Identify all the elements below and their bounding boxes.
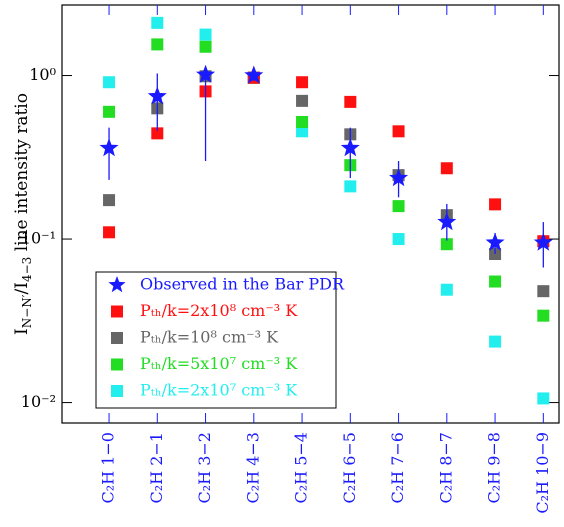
star-marker	[244, 65, 264, 84]
x-tick-label: C₂H 7−6	[388, 432, 407, 503]
y-label-part: line intensity ratio	[12, 93, 32, 257]
square-marker	[344, 180, 357, 193]
square-marker	[537, 392, 550, 405]
square-marker	[440, 238, 453, 251]
square-marker	[489, 275, 502, 288]
y-label-part: 4−3	[20, 257, 34, 282]
x-tick-label: C₂H 1−0	[99, 432, 118, 503]
square-marker	[537, 285, 550, 298]
y-tick-label: 10⁻¹	[21, 229, 56, 248]
x-tick-label: C₂H 2−1	[147, 432, 166, 503]
legend-marker	[111, 332, 123, 344]
x-tick-label: C₂H 8−7	[436, 432, 455, 503]
square-marker	[440, 283, 453, 296]
star-marker	[196, 64, 216, 83]
y-label-part: I	[12, 328, 32, 335]
square-marker	[151, 38, 164, 51]
square-marker	[537, 309, 550, 322]
legend-label: Pₜₕ/k=10⁸ cm⁻³ K	[140, 328, 279, 347]
y-tick-label: 10⁰	[29, 65, 56, 84]
star-marker	[533, 232, 553, 251]
x-tick-label: C₂H 9−8	[485, 432, 504, 503]
legend-label: Pₜₕ/k=2x10⁸ cm⁻³ K	[140, 301, 298, 320]
square-marker	[296, 94, 309, 107]
square-marker	[199, 28, 212, 41]
square-marker	[103, 194, 116, 207]
square-marker	[103, 105, 116, 118]
square-marker	[392, 233, 405, 246]
star-marker	[485, 232, 505, 251]
square-marker	[151, 16, 164, 29]
legend-marker	[111, 305, 123, 318]
y-label-part: /I	[12, 282, 32, 294]
square-marker	[489, 198, 502, 211]
square-marker	[296, 115, 309, 128]
star-marker	[99, 138, 119, 157]
star-marker	[389, 168, 409, 187]
square-marker	[440, 162, 453, 175]
square-marker	[103, 226, 116, 239]
x-tick-label: C₂H 6−5	[340, 432, 359, 503]
x-tick-label: C₂H 10−9	[533, 432, 552, 514]
x-tick-label: C₂H 3−2	[195, 432, 214, 503]
y-axis-label: IN−N′/I4−3 line intensity ratio	[12, 93, 34, 335]
y-label-part: N−N′	[20, 294, 34, 328]
legend-marker	[108, 276, 126, 293]
star-marker	[340, 138, 360, 157]
star-marker	[437, 212, 457, 231]
legend-label: Observed in the Bar PDR	[140, 275, 345, 294]
square-marker	[344, 95, 357, 108]
square-marker	[489, 335, 502, 348]
square-marker	[199, 40, 212, 53]
x-tick-label: C₂H 5−4	[292, 432, 311, 503]
x-tick-label: C₂H 4−3	[243, 432, 262, 503]
square-marker	[296, 125, 309, 138]
legend-marker	[111, 385, 123, 397]
square-marker	[392, 200, 405, 213]
square-marker	[103, 76, 116, 89]
legend-marker	[111, 358, 123, 371]
legend-box	[95, 271, 337, 409]
plot-frame	[61, 4, 560, 424]
y-tick-label: 10⁻²	[21, 392, 56, 411]
legend-label: Pₜₕ/k=2x10⁷ cm⁻³ K	[140, 381, 298, 400]
square-marker	[392, 125, 405, 138]
square-marker	[151, 127, 164, 140]
legend-label: Pₜₕ/k=5x10⁷ cm⁻³ K	[140, 354, 298, 373]
star-marker	[147, 86, 167, 105]
square-marker	[296, 76, 309, 89]
